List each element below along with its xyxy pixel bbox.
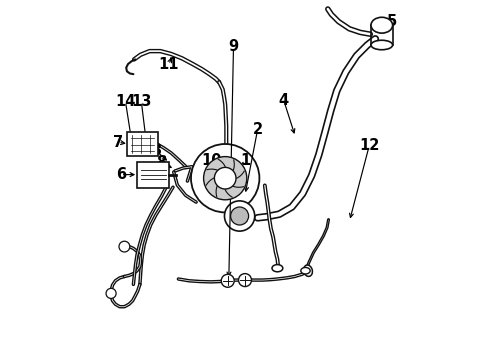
Circle shape (224, 201, 255, 231)
Text: 3: 3 (150, 143, 161, 158)
Text: 12: 12 (359, 138, 379, 153)
Circle shape (231, 207, 248, 225)
Text: 13: 13 (131, 94, 151, 109)
Ellipse shape (304, 265, 313, 276)
Circle shape (119, 241, 130, 252)
Text: 1: 1 (240, 153, 250, 168)
Text: 11: 11 (158, 57, 179, 72)
Text: 8: 8 (156, 155, 167, 170)
Text: 7: 7 (113, 135, 123, 150)
Text: 14: 14 (115, 94, 136, 109)
FancyBboxPatch shape (137, 162, 169, 188)
Ellipse shape (371, 40, 392, 50)
Circle shape (191, 144, 259, 212)
Circle shape (221, 274, 234, 287)
Ellipse shape (272, 265, 283, 272)
Text: 4: 4 (279, 93, 289, 108)
Circle shape (106, 288, 116, 298)
Circle shape (204, 157, 247, 200)
Text: 6: 6 (116, 167, 126, 182)
FancyBboxPatch shape (127, 131, 157, 156)
Circle shape (239, 274, 251, 287)
Ellipse shape (301, 267, 310, 274)
Text: 9: 9 (228, 39, 239, 54)
Text: 5: 5 (387, 14, 397, 29)
Circle shape (215, 167, 236, 189)
Text: 2: 2 (252, 122, 263, 137)
Text: 10: 10 (201, 153, 222, 168)
Ellipse shape (371, 17, 392, 33)
